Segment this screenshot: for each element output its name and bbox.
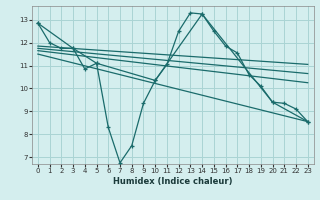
X-axis label: Humidex (Indice chaleur): Humidex (Indice chaleur) [113, 177, 233, 186]
